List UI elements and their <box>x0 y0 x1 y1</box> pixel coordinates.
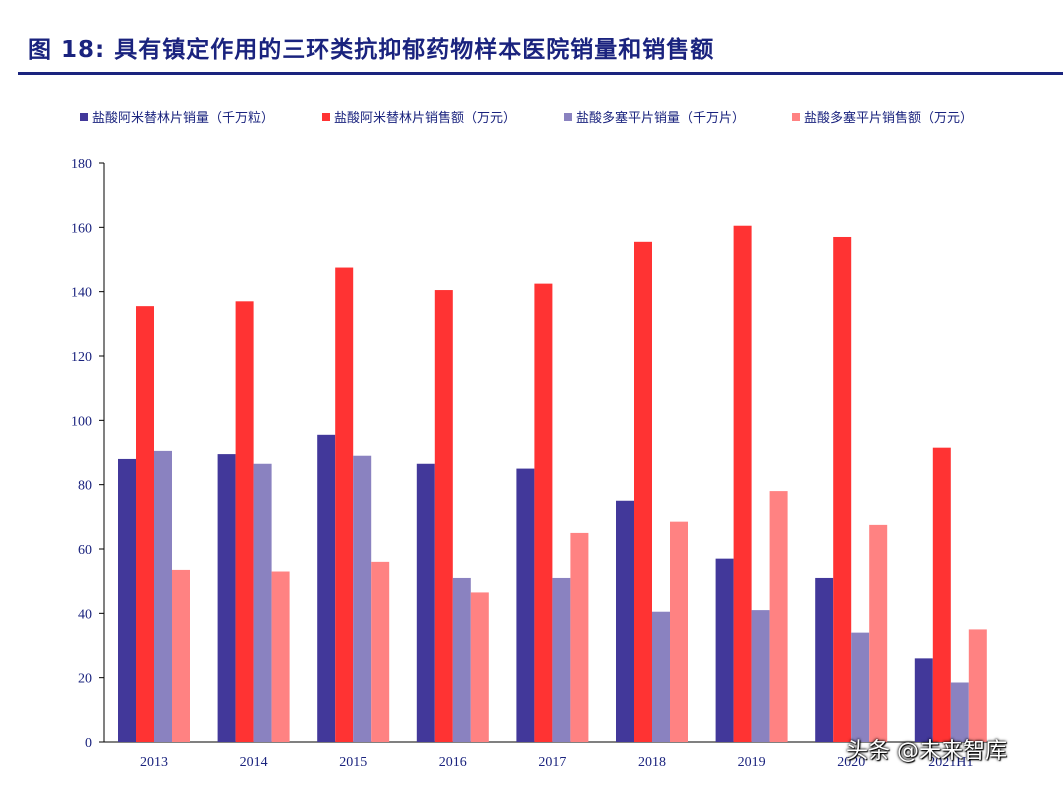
bar <box>950 682 969 742</box>
legend-label: 盐酸阿米替林片销量（千万粒） <box>92 111 274 126</box>
bar <box>552 577 571 742</box>
legend-label: 盐酸多塞平片销售额（万元） <box>804 110 973 126</box>
bar <box>235 301 254 742</box>
y-tick-label: 180 <box>71 157 92 172</box>
y-tick-label: 160 <box>71 221 92 236</box>
bar <box>434 290 453 742</box>
bar <box>172 569 190 742</box>
bar <box>914 658 933 742</box>
bar <box>516 468 535 742</box>
y-tick-label: 0 <box>85 736 92 751</box>
x-tick-label: 2021H1 <box>928 755 973 770</box>
bar <box>751 610 770 742</box>
figure-title: 图 18: 具有镇定作用的三环类抗抑郁药物样本医院销量和销售额 <box>28 37 715 63</box>
x-tick-label: 2020 <box>837 755 865 770</box>
y-tick-label: 100 <box>71 414 92 429</box>
chart-legend: 盐酸阿米替林片销量（千万粒） 盐酸阿米替林片销售额（万元） 盐酸多塞平片销量（千万片… <box>80 110 973 126</box>
bar <box>271 571 290 742</box>
bar <box>253 463 272 742</box>
y-tick-label: 80 <box>78 479 92 494</box>
bar <box>869 524 888 742</box>
bar <box>353 455 372 742</box>
legend-label: 盐酸阿米替林片销售额（万元） <box>334 110 516 126</box>
x-tick-label: 2014 <box>240 755 268 770</box>
legend-label: 盐酸多塞平片销量（千万片） <box>576 110 745 126</box>
bar <box>715 558 734 742</box>
legend-swatch <box>564 113 572 121</box>
y-tick-label: 20 <box>78 672 92 687</box>
bar <box>815 577 834 742</box>
y-tick-label: 60 <box>78 543 92 558</box>
bar <box>652 611 670 742</box>
bar <box>634 241 652 742</box>
bar <box>217 454 236 742</box>
bar <box>670 521 688 742</box>
bar <box>317 434 336 742</box>
bar <box>968 629 987 742</box>
bar <box>851 632 870 742</box>
x-tick-label: 2019 <box>738 755 766 770</box>
bar <box>932 447 951 742</box>
x-tick-label: 2016 <box>439 755 467 770</box>
bar <box>118 458 136 742</box>
bar <box>769 491 788 742</box>
legend-swatch <box>322 113 330 121</box>
bar <box>452 577 471 742</box>
watermark: 头条 @未来智库 <box>846 739 1007 764</box>
y-tick-label: 40 <box>78 607 92 622</box>
x-tick-label: 2015 <box>339 755 367 770</box>
bar <box>470 592 489 742</box>
x-tick-label: 2017 <box>538 755 566 770</box>
y-tick-label: 120 <box>71 350 92 365</box>
bar <box>534 283 553 742</box>
x-tick-label: 2018 <box>638 755 666 770</box>
bar <box>616 500 634 742</box>
bar <box>570 532 589 742</box>
x-tick-label: 2013 <box>140 755 168 770</box>
bar <box>335 267 354 742</box>
bar <box>154 450 172 742</box>
chart-bars <box>118 225 987 743</box>
bar <box>833 236 852 742</box>
bar <box>416 463 435 742</box>
legend-swatch <box>792 113 800 121</box>
y-tick-label: 140 <box>71 286 92 301</box>
bar <box>136 306 154 742</box>
bar <box>371 561 390 742</box>
bar <box>733 225 752 743</box>
title-rule <box>18 72 1063 75</box>
legend-swatch <box>80 113 88 121</box>
